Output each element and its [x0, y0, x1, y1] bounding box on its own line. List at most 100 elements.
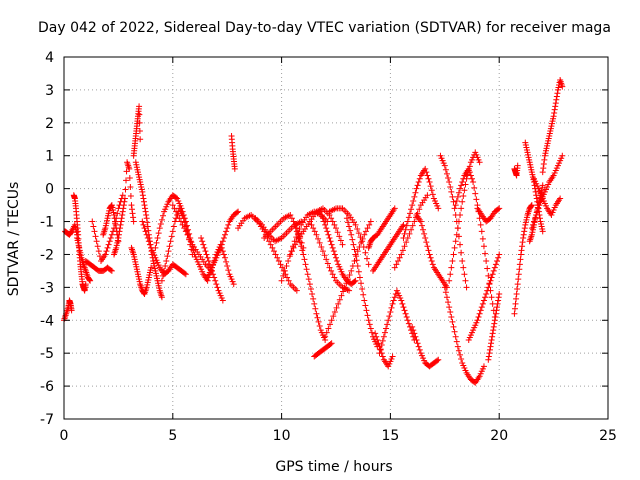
- data-point: [428, 258, 435, 265]
- data-point: [343, 280, 350, 287]
- data-point: [539, 182, 546, 189]
- data-point: [400, 304, 407, 311]
- x-tick-label: 25: [599, 428, 617, 444]
- data-point: [413, 337, 420, 344]
- data-point: [331, 274, 338, 281]
- data-point: [325, 325, 332, 332]
- data-point: [490, 267, 497, 274]
- data-point: [474, 317, 481, 324]
- data-point: [313, 310, 320, 317]
- series-s44: [465, 251, 503, 344]
- data-point: [328, 241, 335, 248]
- data-point: [480, 363, 487, 370]
- data-point: [118, 215, 125, 222]
- series-s05: [82, 258, 115, 274]
- series-s53: [526, 182, 546, 245]
- data-point: [398, 297, 405, 304]
- data-point: [453, 231, 460, 238]
- data-point: [103, 248, 110, 255]
- data-point: [452, 238, 459, 245]
- data-point: [446, 179, 453, 186]
- data-point: [323, 225, 330, 232]
- data-point: [446, 277, 453, 284]
- data-point: [182, 228, 189, 235]
- data-point: [365, 261, 372, 268]
- y-tick-label: -1: [40, 215, 54, 231]
- data-point: [359, 235, 366, 242]
- data-point: [449, 258, 456, 265]
- data-point: [496, 290, 503, 297]
- data-point: [218, 241, 225, 248]
- data-point: [449, 193, 456, 200]
- series-s04: [74, 235, 94, 284]
- data-point: [441, 284, 448, 291]
- data-point: [454, 225, 461, 232]
- data-point: [142, 208, 149, 215]
- data-point: [364, 225, 371, 232]
- data-point: [93, 238, 100, 245]
- series-s32: [365, 205, 398, 251]
- data-point: [541, 156, 548, 163]
- data-point: [416, 175, 423, 182]
- data-point: [158, 277, 165, 284]
- data-point: [448, 264, 455, 271]
- data-point: [148, 264, 155, 271]
- chart-title: Day 042 of 2022, Sidereal Day-to-day VTE…: [38, 20, 611, 36]
- data-point: [174, 211, 181, 218]
- data-point: [472, 190, 479, 197]
- data-point: [390, 297, 397, 304]
- data-point: [128, 202, 135, 209]
- data-point: [356, 244, 363, 251]
- data-point: [389, 353, 396, 360]
- data-point: [391, 294, 398, 301]
- data-point: [306, 218, 313, 225]
- data-point: [408, 226, 415, 233]
- series-s25: [291, 221, 329, 344]
- data-point: [231, 165, 238, 172]
- data-point: [112, 218, 119, 225]
- data-point: [488, 274, 495, 281]
- data-point: [300, 251, 307, 258]
- data-point: [540, 160, 547, 167]
- data-point: [121, 198, 128, 205]
- y-tick-label: -4: [40, 313, 54, 329]
- series-s08: [111, 159, 137, 258]
- data-point: [155, 230, 162, 237]
- data-point: [409, 222, 416, 229]
- data-point: [477, 221, 484, 228]
- series-s21: [252, 215, 305, 245]
- data-point: [528, 202, 535, 209]
- data-point: [199, 238, 206, 245]
- data-point: [272, 251, 279, 258]
- data-point: [329, 271, 336, 278]
- data-point: [473, 196, 480, 203]
- data-point: [186, 235, 193, 241]
- data-point: [485, 356, 492, 363]
- data-point: [457, 185, 464, 192]
- data-point: [115, 235, 122, 241]
- data-point: [469, 175, 475, 182]
- y-tick-label: -7: [40, 412, 54, 428]
- data-point: [129, 210, 136, 217]
- data-point: [425, 175, 432, 182]
- data-point: [557, 195, 564, 202]
- data-point: [288, 248, 295, 255]
- data-point: [402, 310, 409, 317]
- series-s19: [228, 132, 238, 172]
- series-s39: [413, 211, 450, 291]
- data-point: [484, 287, 491, 294]
- data-point: [486, 281, 493, 288]
- data-point: [490, 323, 497, 330]
- data-point: [287, 211, 294, 218]
- data-point: [552, 103, 559, 110]
- data-point: [326, 235, 333, 241]
- data-point: [466, 169, 473, 176]
- series-s48: [511, 162, 521, 179]
- data-point: [426, 251, 433, 258]
- data-point: [225, 267, 232, 274]
- data-point: [122, 186, 129, 193]
- data-point: [458, 205, 465, 212]
- data-point: [114, 210, 121, 217]
- data-point: [347, 227, 354, 234]
- data-point: [494, 304, 501, 311]
